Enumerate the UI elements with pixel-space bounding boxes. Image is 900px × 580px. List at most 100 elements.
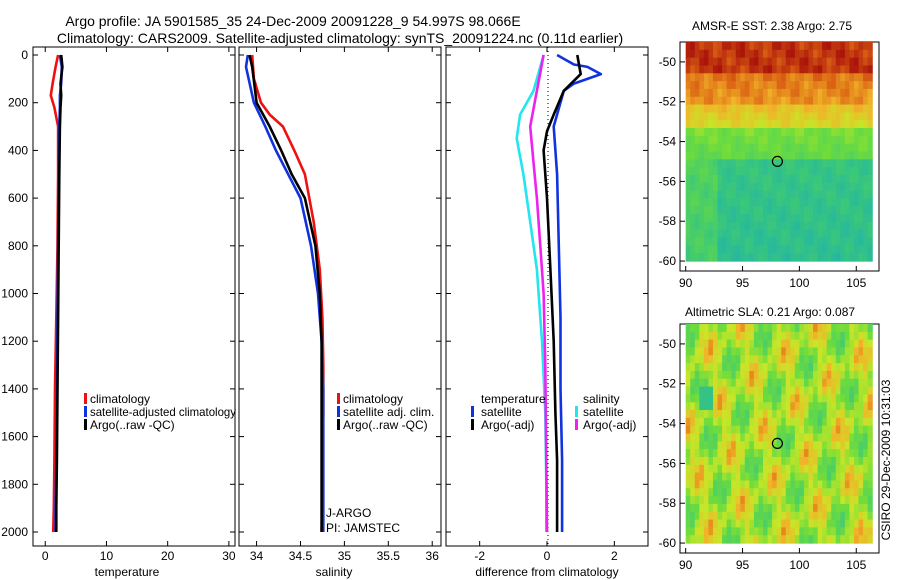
heatmap-cell [690, 511, 696, 521]
heatmap-cell [694, 221, 700, 231]
heatmap-cell [803, 128, 810, 137]
heatmap-cell [685, 394, 691, 403]
heatmap-cell [772, 503, 778, 513]
heatmap-cell [712, 402, 719, 411]
heatmap-cell [803, 182, 810, 192]
heatmap-cell [863, 324, 869, 333]
heatmap-cell [717, 81, 723, 90]
heatmap-cell [703, 206, 710, 215]
heatmap-cell [708, 441, 714, 450]
heatmap-cell [717, 57, 723, 67]
heatmap-cell [781, 65, 787, 74]
heatmap-cell [776, 143, 782, 153]
heatmap-cell [722, 159, 728, 168]
heatmap-cell [703, 417, 710, 427]
x-tick-label: 35.5 [377, 549, 401, 563]
heatmap-cell [817, 159, 823, 168]
heatmap-cell [722, 410, 728, 419]
heatmap-cell [685, 159, 691, 168]
x-tick-label: 0 [42, 549, 49, 563]
heatmap-cell [744, 355, 750, 364]
heatmap-cell [694, 42, 700, 51]
heatmap-cell [867, 88, 873, 98]
heatmap-cell [803, 410, 810, 419]
heatmap-cell [813, 456, 819, 466]
heatmap-cell [826, 174, 832, 184]
heatmap-cell [763, 190, 769, 200]
heatmap-cell [822, 88, 828, 98]
heatmap-cell [699, 57, 705, 67]
heatmap-cell [813, 511, 819, 521]
heatmap-cell [685, 488, 691, 497]
heatmap-cell [853, 441, 860, 450]
heatmap-cell [808, 519, 814, 528]
heatmap-cell [772, 245, 778, 254]
heatmap-cell [826, 245, 832, 254]
heatmap-cell [781, 167, 787, 176]
heatmap-cell [712, 206, 719, 215]
heatmap-cell [799, 229, 805, 239]
heatmap-cell [772, 57, 778, 67]
heatmap-cell [822, 535, 828, 544]
heatmap-cell [744, 456, 750, 466]
heatmap-cell [817, 104, 823, 113]
x-tick-label: 34.5 [289, 549, 313, 563]
heatmap-cell [712, 96, 719, 106]
heatmap-cell [722, 488, 728, 497]
heatmap-cell [744, 464, 750, 474]
heatmap-cell [690, 253, 696, 262]
heatmap-cell [699, 159, 705, 168]
heatmap-cell [685, 449, 691, 458]
heatmap-cell [703, 174, 710, 184]
heatmap-cell [731, 324, 737, 333]
heatmap-cell [731, 206, 737, 215]
legend-swatch-temp-argo [471, 419, 474, 430]
heatmap-cell [813, 355, 819, 364]
heatmap-cell [722, 441, 728, 450]
heatmap-cell [803, 167, 810, 176]
heatmap-cell [840, 182, 846, 192]
heatmap-cell [772, 464, 778, 474]
heatmap-cell [817, 135, 823, 145]
heatmap-cell [767, 57, 773, 67]
heatmap-cell [776, 135, 782, 145]
heatmap-cell [790, 182, 796, 192]
heatmap-cell [749, 96, 755, 106]
heatmap-cell [690, 347, 696, 356]
heatmap-cell [767, 112, 773, 121]
heatmap-cell [840, 511, 846, 521]
heatmap-cell [794, 221, 800, 231]
heatmap-cell [699, 206, 705, 215]
heatmap-cell [863, 159, 869, 168]
heatmap-cell [803, 81, 810, 90]
heatmap-cell [835, 57, 841, 67]
heatmap-cell [726, 410, 732, 419]
heatmap-cell [790, 410, 796, 419]
heatmap-cell [867, 363, 873, 372]
heatmap-cell [722, 96, 728, 106]
heatmap-cell [767, 253, 773, 262]
heatmap-cell [712, 472, 719, 482]
heatmap-cell [794, 96, 800, 106]
heatmap-cell [831, 42, 837, 51]
heatmap-cell [867, 511, 873, 521]
heatmap-cell [735, 190, 741, 200]
heatmap-cell [840, 128, 846, 137]
y-tick-label: 2000 [1, 525, 28, 539]
heatmap-cell [794, 135, 800, 145]
heatmap-cell [790, 245, 796, 254]
map-y-tick-label: -54 [659, 417, 677, 431]
heatmap-cell [694, 519, 700, 528]
heatmap-cell [826, 363, 832, 372]
heatmap-cell [776, 425, 782, 435]
heatmap-cell [740, 128, 746, 137]
heatmap-cell [822, 378, 828, 388]
heatmap-cell [835, 378, 841, 388]
heatmap-cell [831, 104, 837, 113]
heatmap-cell [758, 402, 764, 411]
heatmap-cell [853, 535, 860, 544]
heatmap-cell [758, 331, 764, 341]
heatmap-cell [740, 449, 746, 458]
heatmap-cell [853, 182, 860, 192]
heatmap-cell [863, 496, 869, 505]
